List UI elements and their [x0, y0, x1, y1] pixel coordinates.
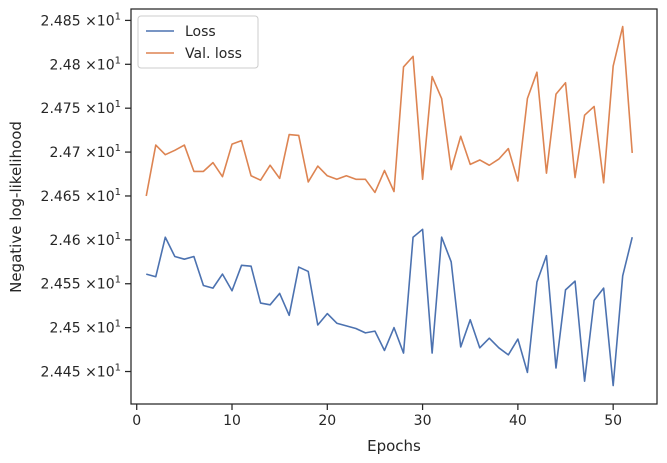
x-tick-label: 40: [509, 413, 527, 429]
y-tick-label: 2.445 ×101: [41, 363, 121, 381]
y-ticks: 2.445 ×101 2.45 ×101 2.455 ×101 2.46 ×101 2.…: [41, 11, 131, 381]
y-tick-label: 2.485 ×101: [41, 11, 121, 29]
legend: Loss Val. loss: [137, 15, 259, 69]
x-tick-label: 30: [414, 413, 432, 429]
x-axis-label: Epochs: [367, 437, 421, 455]
y-tick-label: 2.475 ×101: [41, 99, 121, 117]
series-line-0: [146, 228, 633, 387]
x-tick-label: 0: [132, 413, 141, 429]
y-tick-label: 2.48 ×101: [49, 55, 121, 73]
y-tick-label: 2.46 ×101: [49, 231, 121, 249]
legend-label-loss: Loss: [185, 24, 216, 40]
series-line-1: [145, 25, 634, 197]
plot-lines: [145, 25, 634, 387]
y-tick-label: 2.45 ×101: [49, 319, 121, 337]
x-tick-label: 50: [604, 413, 622, 429]
legend-box: [137, 15, 259, 69]
x-tick-label: 20: [318, 413, 336, 429]
y-tick-label: 2.455 ×101: [41, 275, 121, 293]
axes-frame: [130, 8, 658, 405]
x-tick-label: 10: [223, 413, 241, 429]
y-tick-label: 2.47 ×101: [49, 143, 121, 161]
x-ticks: 0 10 20 30 40 50: [132, 404, 622, 429]
y-axis-label: Negative log-likelihood: [7, 121, 25, 293]
y-tick-label: 2.465 ×101: [41, 187, 121, 205]
legend-label-val-loss: Val. loss: [185, 46, 242, 62]
